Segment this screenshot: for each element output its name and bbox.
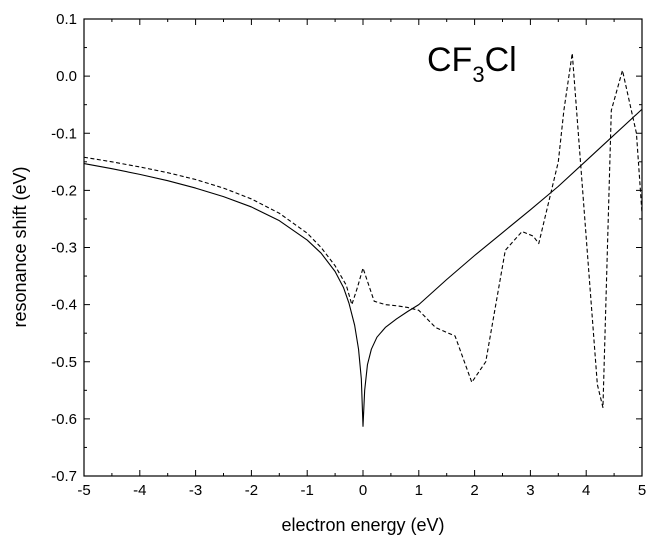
- y-axis-title: resonance shift (eV): [10, 166, 30, 327]
- x-tick-label: 0: [359, 482, 367, 499]
- y-tick-label: -0.4: [51, 297, 77, 314]
- series-layer: [83, 52, 643, 427]
- x-tick-label: -2: [245, 482, 258, 499]
- series-line-dashed: [83, 52, 643, 409]
- y-tick-label: 0.0: [56, 68, 77, 85]
- x-tick-label: -5: [77, 482, 90, 499]
- x-tick-label: 2: [470, 482, 478, 499]
- x-axis-title: electron energy (eV): [281, 515, 444, 535]
- x-tick-label: 3: [526, 482, 534, 499]
- y-tick-label: 0.1: [56, 11, 77, 28]
- y-tick-label: -0.6: [51, 411, 77, 428]
- annotation-subscript: 3: [472, 62, 484, 87]
- axis-tick-labels: -5 -4 -3 -2 -1 0 1 2 3 4 5 -0.7 -0.6 -0.5 -0.4 -0.3 -0.2…: [51, 11, 646, 499]
- x-tick-label: 1: [415, 482, 423, 499]
- annotation-main: CF: [427, 41, 472, 79]
- series-line-solid: [83, 108, 643, 427]
- plot-frame: [83, 18, 643, 477]
- compound-annotation: CF3Cl: [427, 41, 517, 87]
- x-tick-label: 5: [638, 482, 646, 499]
- x-tick-label: -1: [301, 482, 314, 499]
- y-tick-label: -0.2: [51, 182, 77, 199]
- y-tick-label: -0.1: [51, 125, 77, 142]
- y-tick-label: -0.7: [51, 468, 77, 485]
- x-tick-label: -4: [133, 482, 146, 499]
- annotation-tail: Cl: [485, 41, 517, 79]
- x-tick-label: 4: [582, 482, 590, 499]
- y-tick-label: -0.5: [51, 354, 77, 371]
- axis-ticks: [83, 18, 643, 477]
- y-tick-label: -0.3: [51, 240, 77, 257]
- x-tick-label: -3: [189, 482, 202, 499]
